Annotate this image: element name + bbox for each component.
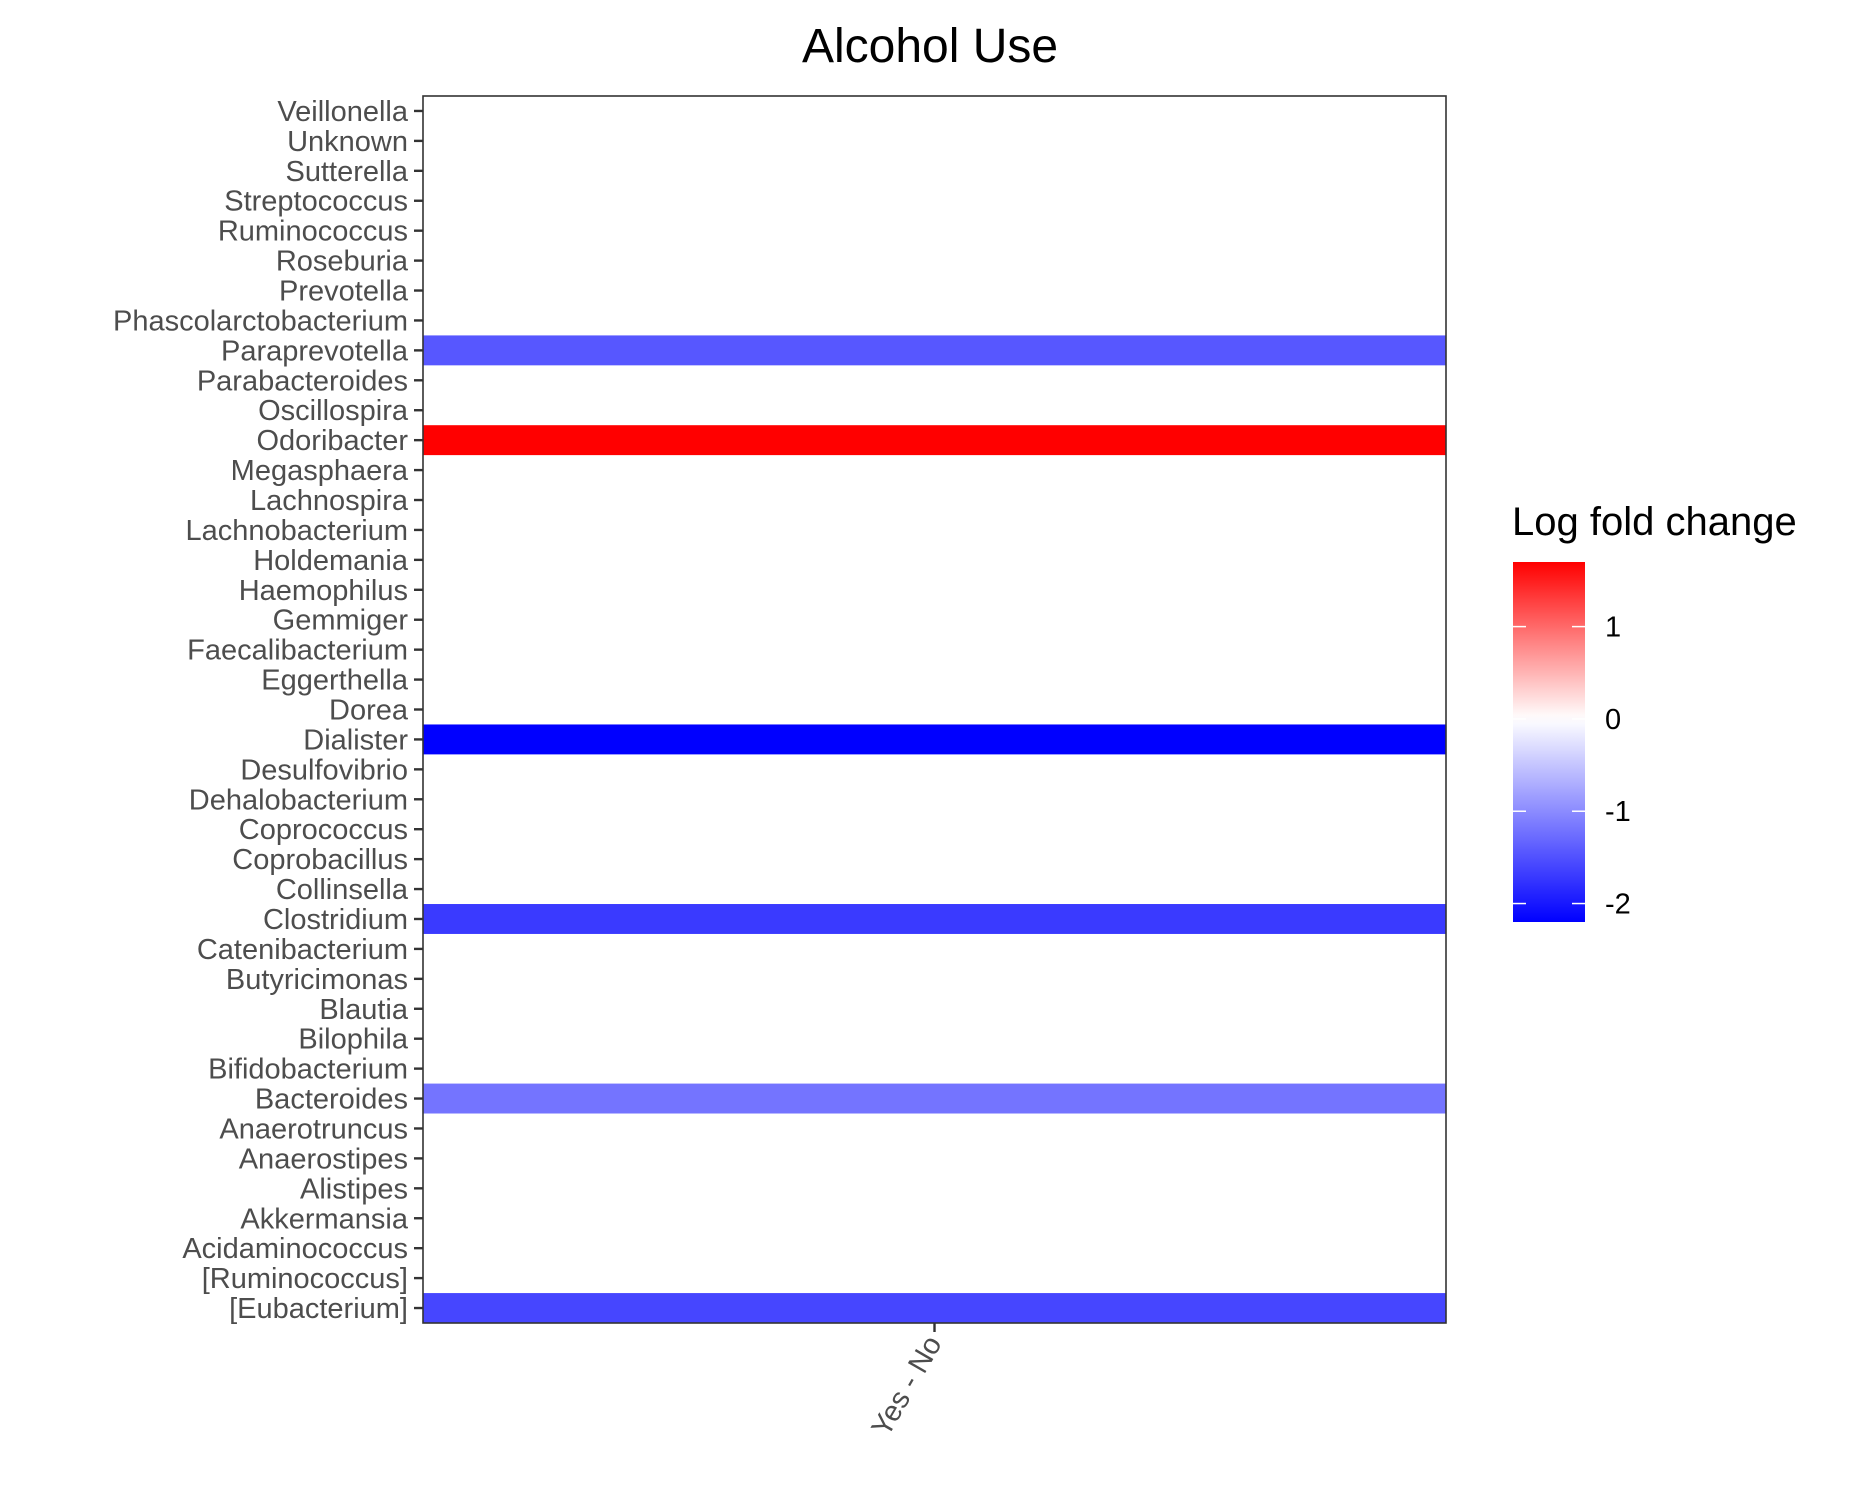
legend-tick-label: 0	[1605, 704, 1621, 736]
legend-tick-label: -1	[1605, 796, 1631, 828]
y-tick-label: Blautia	[319, 994, 409, 1026]
y-tick-label: Roseburia	[276, 246, 409, 278]
y-tick-label: Akkermansia	[240, 1203, 408, 1235]
tile-paraprevotella	[423, 335, 1446, 366]
y-tick-label: Eggerthella	[261, 665, 409, 697]
y-tick-label: Holdemania	[253, 545, 409, 577]
y-tick-label: Streptococcus	[224, 186, 408, 218]
y-tick-label: Bacteroides	[255, 1084, 408, 1116]
y-tick-label: Lachnospira	[250, 485, 409, 517]
tile-dialister	[423, 724, 1446, 755]
y-tick-label: Dorea	[329, 695, 409, 727]
y-tick-label: Dehalobacterium	[189, 784, 408, 816]
chart-title: Alcohol Use	[802, 20, 1058, 73]
y-tick-label: [Ruminococcus]	[202, 1263, 408, 1295]
legend-title: Log fold change	[1512, 500, 1797, 544]
y-tick-label: Bifidobacterium	[208, 1054, 408, 1086]
y-tick-label: Butyricimonas	[226, 964, 408, 996]
y-tick-label: [Eubacterium]	[229, 1293, 408, 1325]
legend-tick-label: 1	[1605, 612, 1621, 644]
y-tick-label: Anaerostipes	[239, 1143, 408, 1175]
y-tick-label: Paraprevotella	[221, 335, 409, 367]
x-axis: Yes - No	[866, 1323, 949, 1442]
y-tick-label: Phascolarctobacterium	[113, 305, 408, 337]
y-tick-label: Alistipes	[300, 1173, 408, 1205]
y-tick-label: Faecalibacterium	[187, 635, 408, 667]
y-tick-label: Bilophila	[298, 1024, 408, 1056]
legend-colorbar	[1513, 562, 1585, 922]
y-tick-label: Prevotella	[279, 276, 409, 308]
tile-eubacterium	[423, 1293, 1446, 1323]
y-tick-label: Clostridium	[263, 904, 408, 936]
y-tick-label: Desulfovibrio	[240, 754, 408, 786]
y-tick-label: Ruminococcus	[218, 216, 408, 248]
y-tick-label: Coprococcus	[239, 814, 408, 846]
legend-tick-label: -2	[1605, 889, 1631, 921]
panel-border	[422, 95, 1447, 1324]
x-tick-label: Yes - No	[866, 1331, 949, 1442]
tile-clostridium	[423, 904, 1446, 934]
y-tick-label: Collinsella	[276, 874, 409, 906]
y-tick-label: Oscillospira	[258, 395, 409, 427]
heatmap-tiles	[423, 335, 1446, 1323]
color-legend: Log fold change 1 0 -1 -2	[1512, 500, 1797, 922]
y-tick-label: Acidaminococcus	[182, 1233, 408, 1265]
y-tick-label: Coprobacillus	[232, 844, 408, 876]
y-tick-label: Veillonella	[277, 96, 408, 128]
y-tick-label: Catenibacterium	[197, 934, 408, 966]
y-tick-label: Megasphaera	[231, 455, 409, 487]
y-tick-label: Haemophilus	[239, 575, 408, 607]
tile-odoribacter	[423, 425, 1446, 456]
legend-ticks: 1 0 -1 -2	[1513, 612, 1631, 921]
y-tick-label: Unknown	[287, 126, 408, 158]
y-tick-label: Anaerotruncus	[219, 1113, 408, 1145]
y-axis: VeillonellaUnknownSutterellaStreptococcu…	[113, 96, 423, 1325]
y-tick-label: Dialister	[303, 724, 408, 756]
tile-bacteroides	[423, 1083, 1446, 1114]
y-tick-label: Parabacteroides	[197, 365, 408, 397]
y-tick-label: Gemmiger	[273, 605, 409, 637]
y-tick-label: Odoribacter	[256, 425, 408, 457]
y-tick-label: Lachnobacterium	[186, 515, 408, 547]
y-tick-label: Sutterella	[285, 156, 408, 188]
